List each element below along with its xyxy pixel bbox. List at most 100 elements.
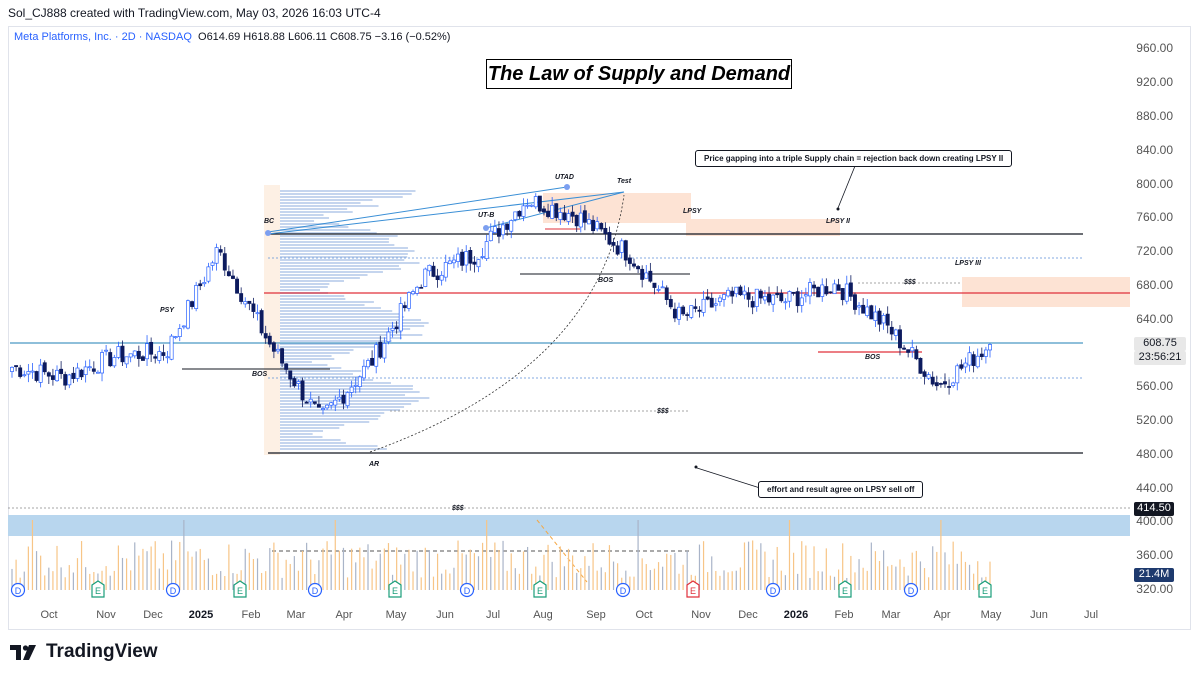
volume-profile-row [280, 403, 412, 405]
volume-bar [633, 576, 635, 590]
volume-bar [919, 561, 922, 590]
volume-bar [346, 577, 349, 590]
dividend-icon-label: D [620, 586, 627, 596]
candle-body [501, 224, 505, 236]
volume-bar [27, 546, 29, 590]
volume-bar [301, 551, 304, 590]
candle-body [807, 282, 812, 297]
candle-body [222, 253, 227, 271]
volume-bar [330, 554, 332, 590]
volume-bar [355, 562, 357, 590]
candle-body [386, 331, 391, 343]
volume-bar [567, 548, 570, 590]
earnings-icon[interactable] [388, 580, 402, 598]
candle-body [480, 256, 485, 258]
volume-profile-row [280, 259, 405, 261]
earnings-icon[interactable] [838, 580, 852, 598]
candle-body [615, 245, 620, 255]
volume-bar [449, 573, 451, 590]
dividend-icon[interactable] [615, 582, 631, 598]
volume-bar [502, 540, 504, 590]
dividend-icon[interactable] [459, 582, 475, 598]
volume-profile-row [280, 199, 373, 201]
candle-body [251, 303, 256, 312]
volume-profile-row [280, 220, 315, 222]
volume-bar [56, 545, 58, 590]
volume-bar [731, 571, 733, 590]
candles [10, 193, 992, 415]
volume-bar [113, 570, 115, 590]
label-liquidity-3: $$$ [452, 505, 464, 512]
candle-body [14, 365, 19, 368]
earnings-icon[interactable] [233, 580, 247, 598]
candle-body [284, 363, 289, 370]
candle-body [955, 365, 960, 384]
candle-body [329, 402, 334, 406]
volume-bar [293, 556, 295, 590]
volume-bar [514, 568, 516, 590]
candle-body [419, 286, 424, 289]
volume-bar [768, 576, 770, 590]
volume-bar [887, 566, 889, 590]
candle-body [288, 370, 293, 380]
volume-profile-row [280, 421, 370, 423]
volume-bar [85, 567, 87, 590]
candle-body [173, 336, 178, 338]
tradingview-logo[interactable]: TradingView [10, 641, 158, 663]
dividend-icon[interactable] [10, 582, 26, 598]
volume-bar [60, 567, 62, 590]
candle-body [104, 349, 109, 352]
volume-bar [772, 559, 774, 590]
volume-bar [351, 548, 353, 590]
volume-bar [555, 577, 557, 590]
volume-bar [829, 575, 832, 590]
candle-body [423, 268, 428, 287]
candle-body [701, 298, 706, 313]
y-tick-label: 760.00 [1136, 210, 1173, 224]
candle-body [693, 306, 698, 309]
dividend-icon[interactable] [165, 582, 181, 598]
symbol-name[interactable]: Meta Platforms, Inc. · 2D · NASDAQ [14, 31, 192, 43]
earnings-icon[interactable] [533, 580, 547, 598]
volume-bar [813, 546, 815, 590]
x-tick-label: Jul [1083, 609, 1099, 621]
volume-profile-row [280, 346, 381, 348]
candle-body [926, 374, 931, 379]
candle-body [460, 251, 465, 266]
candle-body [333, 399, 338, 406]
candle-body [795, 291, 800, 307]
volume-profile-row [280, 244, 395, 246]
volume-bar [494, 542, 496, 590]
volume-level-tag: 414.50 [1134, 502, 1174, 516]
candle-body [169, 335, 174, 360]
brand-name: TradingView [46, 641, 158, 662]
candle-body [566, 213, 571, 222]
volume-bar [977, 561, 979, 590]
close-label: C [329, 31, 338, 43]
volume-bar [289, 563, 291, 590]
volume-bar [453, 567, 455, 590]
candle-body [881, 314, 886, 324]
earnings-icon[interactable] [91, 580, 105, 598]
dividend-icon[interactable] [307, 582, 323, 598]
volume-profile-row [280, 283, 330, 285]
volume-bar [400, 564, 402, 590]
volume-bar [424, 547, 426, 590]
volume-bar [199, 548, 201, 590]
candle-body [255, 312, 260, 315]
volume-profile-row [280, 202, 361, 204]
volume-bar [252, 559, 255, 590]
dividend-icon[interactable] [765, 582, 781, 598]
candle-body [697, 309, 702, 312]
volume-bar [228, 544, 230, 590]
chart-frame [8, 26, 1191, 630]
volume-profile-row [280, 235, 398, 237]
dividend-icon[interactable] [903, 582, 919, 598]
y-tick-label: 320.00 [1136, 582, 1173, 596]
earnings-icon[interactable] [978, 580, 992, 598]
earnings-icon[interactable] [686, 580, 700, 598]
y-tick-label: 920.00 [1136, 75, 1173, 89]
volume-profile-row [280, 427, 340, 429]
